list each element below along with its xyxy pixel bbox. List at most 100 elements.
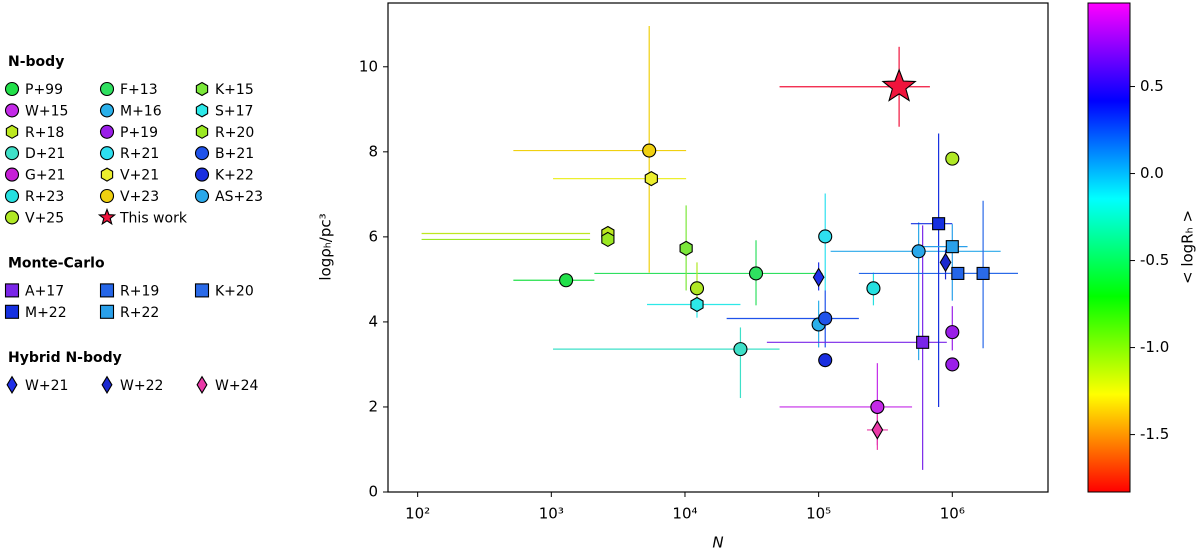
colorbar-tick-label: -1.0	[1140, 338, 1169, 356]
legend-marker	[99, 188, 115, 204]
colorbar-tick-label: 0.5	[1140, 77, 1164, 95]
data-point	[689, 281, 705, 296]
legend-marker	[101, 375, 113, 394]
colorbar-tick-label: -1.5	[1140, 425, 1169, 443]
legend-marker	[99, 283, 115, 298]
legend-label: K+15	[215, 82, 254, 98]
legend-label: R+19	[120, 283, 159, 299]
data-point	[870, 399, 885, 415]
legend-group-title: N-body	[8, 54, 64, 70]
legend-marker	[4, 103, 20, 118]
data-point	[818, 311, 833, 326]
legend-label: B+21	[215, 146, 254, 162]
legend-marker	[99, 304, 115, 319]
legend-marker	[6, 375, 18, 394]
legend-label: R+22	[120, 305, 159, 321]
legend-marker	[4, 146, 20, 161]
data-point	[644, 170, 658, 187]
legend-marker	[194, 167, 210, 182]
legend-marker	[4, 210, 20, 225]
legend-marker	[194, 283, 210, 298]
legend-label: R+18	[25, 125, 64, 141]
legend-marker	[99, 146, 115, 161]
data-point	[916, 335, 930, 349]
data-point	[601, 231, 615, 248]
legend-label: P+19	[120, 125, 158, 141]
x-tick-label: 10⁶	[940, 505, 965, 523]
data-point	[642, 143, 657, 158]
legend-marker	[99, 103, 115, 118]
legend-label: M+16	[120, 103, 162, 119]
x-tick-label: 10⁴	[672, 505, 697, 523]
markers	[559, 68, 990, 440]
plot-frame	[387, 2, 1049, 493]
legend-marker	[100, 167, 114, 182]
data-point	[818, 229, 833, 244]
x-tick-label: 10⁵	[806, 505, 831, 523]
colorbar-tick-label: -0.5	[1140, 251, 1169, 269]
data-point	[945, 357, 960, 372]
legend-group-title: Hybrid N-body	[8, 350, 122, 366]
legend-label: This work	[119, 210, 188, 226]
y-axis-label: logρₕ/pc³	[317, 213, 335, 280]
legend-marker	[4, 81, 20, 97]
legend-label: R+23	[25, 189, 64, 205]
data-point	[690, 296, 704, 313]
legend-label: V+21	[120, 168, 159, 184]
data-point	[951, 266, 965, 280]
data-point	[945, 151, 960, 166]
legend-label: V+25	[25, 210, 64, 226]
legend-label: M+22	[25, 305, 67, 321]
y-tick-label: 0	[368, 483, 378, 501]
y-tick-label: 2	[368, 397, 378, 415]
legend-marker	[4, 304, 20, 319]
legend-label: P+99	[25, 82, 63, 98]
legend-marker	[4, 167, 20, 182]
legend-label: R+21	[120, 146, 159, 162]
legend-label: V+23	[120, 189, 159, 205]
legend-label: D+21	[25, 146, 65, 162]
y-tick-label: 6	[368, 227, 378, 245]
legend-label: A+17	[25, 283, 64, 299]
error-bars	[421, 25, 1018, 470]
legend-label: W+22	[120, 378, 163, 394]
x-axis-label: N	[712, 534, 723, 552]
legend-marker	[194, 146, 210, 161]
legend-marker	[195, 124, 209, 139]
legend-label: R+20	[215, 125, 254, 141]
legend-label: W+24	[215, 378, 258, 394]
y-tick-label: 10	[359, 57, 378, 75]
data-point	[679, 240, 693, 256]
colorbar	[1087, 2, 1131, 493]
legend-label: S+17	[215, 103, 253, 119]
x-tick-label: 10²	[405, 505, 430, 523]
legend-label: G+21	[25, 168, 65, 184]
legend-marker	[99, 124, 115, 139]
x-tick-label: 10³	[539, 505, 564, 523]
data-point	[748, 266, 764, 281]
legend-label: F+13	[120, 82, 158, 98]
colorbar-label: < logRₕ >	[1179, 210, 1197, 284]
legend-marker	[4, 283, 20, 298]
data-point	[871, 420, 884, 440]
legend-marker	[99, 81, 115, 97]
y-tick-label: 8	[368, 142, 378, 160]
data-point	[866, 281, 881, 296]
data-point	[812, 267, 825, 288]
data-point	[818, 353, 833, 368]
legend-marker	[5, 124, 19, 139]
data-point	[911, 244, 926, 259]
legend-marker	[195, 81, 209, 97]
legend-label: W+15	[25, 103, 68, 119]
data-point	[932, 217, 946, 231]
legend-label: W+21	[25, 378, 68, 394]
data-point	[945, 240, 959, 254]
legend-marker	[97, 207, 117, 226]
data-point	[881, 68, 917, 102]
legend-group-title: Monte-Carlo	[8, 255, 105, 271]
data-point	[939, 252, 952, 273]
legend-label: AS+23	[215, 189, 263, 205]
colorbar-tick-label: 0.0	[1140, 164, 1164, 182]
legend-marker	[194, 188, 210, 204]
